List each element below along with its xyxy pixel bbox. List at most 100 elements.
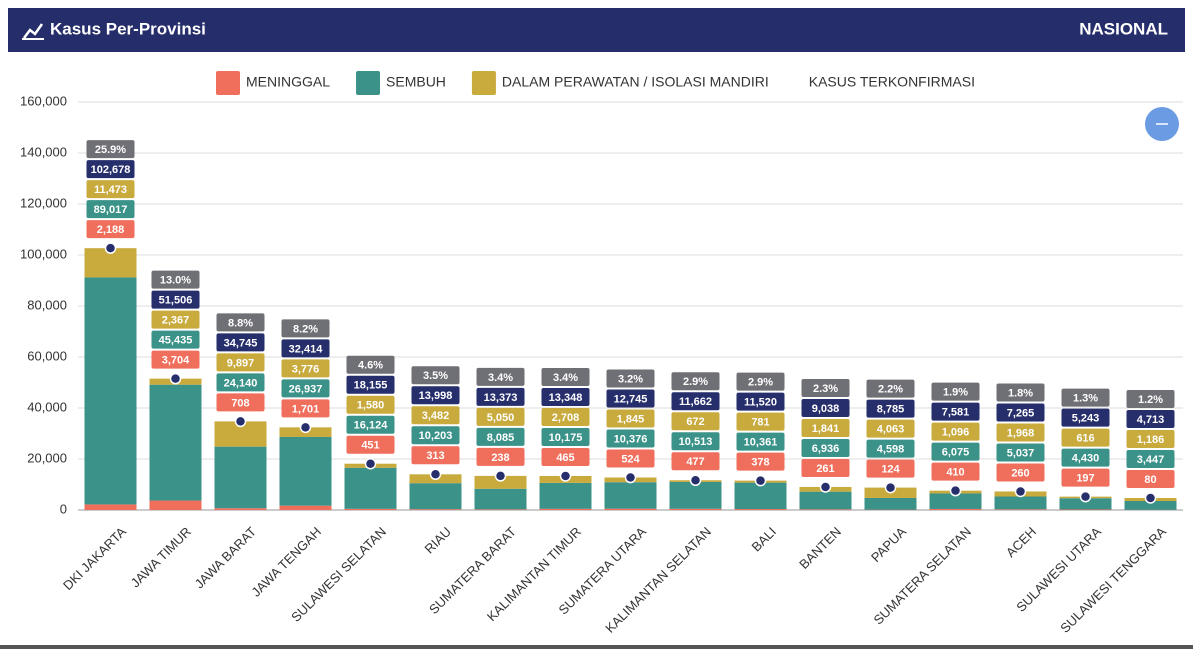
total-dot <box>951 486 961 496</box>
header-scope[interactable]: NASIONAL <box>1079 19 1168 38</box>
data-label: 2.2% <box>878 384 903 396</box>
data-label: 3.4% <box>488 372 513 384</box>
bar-segment <box>475 509 527 510</box>
data-label: 2.9% <box>683 376 708 388</box>
data-label: 10,203 <box>419 430 453 442</box>
data-label: 1,701 <box>292 403 320 415</box>
data-label: 10,513 <box>679 436 713 448</box>
data-label: 26,937 <box>289 383 323 395</box>
data-label: 2.9% <box>748 377 773 389</box>
data-label: 11,662 <box>679 396 712 408</box>
data-label: 10,175 <box>549 432 583 444</box>
total-dot <box>171 374 181 384</box>
data-label: 1.3% <box>1073 393 1098 405</box>
bar-segment <box>345 509 397 510</box>
legend-label: KASUS TERKONFIRMASI <box>809 74 975 90</box>
data-label: 2,367 <box>162 315 190 327</box>
data-label: 672 <box>686 416 704 428</box>
bar-segment <box>85 504 137 510</box>
data-label: 9,038 <box>812 403 840 415</box>
header-title: Kasus Per-Provinsi <box>50 19 206 38</box>
data-label: 261 <box>816 463 834 475</box>
data-label: 1,096 <box>942 427 970 439</box>
data-label: 3.2% <box>618 373 643 385</box>
data-label: 8,085 <box>487 432 515 444</box>
bar-segment <box>280 506 332 510</box>
data-label: 80 <box>1144 474 1156 486</box>
data-label: 102,678 <box>91 164 131 176</box>
bar-segment <box>215 508 267 510</box>
data-label: 708 <box>231 397 249 409</box>
data-label: 51,506 <box>159 295 193 307</box>
bar-segment <box>800 509 852 510</box>
data-label: 2.3% <box>813 383 838 395</box>
data-label: 13,348 <box>549 392 583 404</box>
data-label: 11,473 <box>94 184 127 196</box>
bar-segment <box>735 509 787 510</box>
data-label: 3,447 <box>1137 454 1165 466</box>
total-dot <box>236 416 246 426</box>
data-label: 260 <box>1011 467 1029 479</box>
data-label: 4,430 <box>1072 453 1100 465</box>
total-dot <box>106 243 116 253</box>
legend-swatch <box>472 71 496 95</box>
data-label: 410 <box>946 467 964 479</box>
y-tick-label: 40,000 <box>27 399 67 414</box>
total-dot <box>366 459 376 469</box>
bar-segment <box>865 498 917 510</box>
total-dot <box>431 469 441 479</box>
total-dot <box>626 473 636 483</box>
data-label: 616 <box>1076 433 1094 445</box>
data-label: 2,708 <box>552 412 580 424</box>
data-label: 5,037 <box>1007 447 1035 459</box>
data-label: 4,713 <box>1137 414 1165 426</box>
y-tick-label: 140,000 <box>20 144 67 159</box>
legend-swatch <box>216 71 240 95</box>
data-label: 4,598 <box>877 444 905 456</box>
legend-swatch <box>356 71 380 95</box>
data-label: 451 <box>361 440 379 452</box>
total-dot <box>886 483 896 493</box>
data-label: 13,998 <box>419 390 453 402</box>
data-label: 378 <box>751 457 769 469</box>
data-label: 11,520 <box>744 397 777 409</box>
bar-segment <box>995 496 1047 509</box>
total-dot <box>1016 486 1026 496</box>
data-label: 781 <box>751 417 769 429</box>
bar-segment <box>280 437 332 506</box>
total-dot <box>561 471 571 481</box>
data-label: 18,155 <box>354 380 388 392</box>
data-label: 10,361 <box>744 437 778 449</box>
data-label: 3.5% <box>423 370 448 382</box>
bar-segment <box>995 509 1047 510</box>
data-label: 25.9% <box>95 144 126 156</box>
data-label: 1.9% <box>943 387 968 399</box>
bar-segment <box>150 385 202 501</box>
data-label: 465 <box>556 452 574 464</box>
legend-label: SEMBUH <box>386 74 446 90</box>
bar-segment <box>930 509 982 510</box>
data-label: 9,897 <box>227 357 255 369</box>
data-label: 16,124 <box>354 420 389 432</box>
data-label: 3.4% <box>553 372 578 384</box>
data-label: 89,017 <box>94 204 128 216</box>
data-label: 3,482 <box>422 410 450 422</box>
bar-segment <box>800 492 852 510</box>
data-label: 1.2% <box>1138 394 1163 406</box>
data-label: 1,186 <box>1137 434 1165 446</box>
data-label: 2,188 <box>97 224 125 236</box>
bar-segment <box>150 501 202 510</box>
y-tick-label: 0 <box>60 501 67 516</box>
data-label: 24,140 <box>224 377 258 389</box>
data-label: 32,414 <box>289 343 324 355</box>
data-label: 7,581 <box>942 407 970 419</box>
bar-segment <box>735 483 787 509</box>
total-dot <box>1146 493 1156 503</box>
y-tick-label: 20,000 <box>27 450 67 465</box>
bar-segment <box>605 509 657 510</box>
y-tick-label: 80,000 <box>27 297 67 312</box>
data-label: 6,075 <box>942 447 970 459</box>
data-label: 8.2% <box>293 323 318 335</box>
legend-label: DALAM PERAWATAN / ISOLASI MANDIRI <box>502 74 769 90</box>
